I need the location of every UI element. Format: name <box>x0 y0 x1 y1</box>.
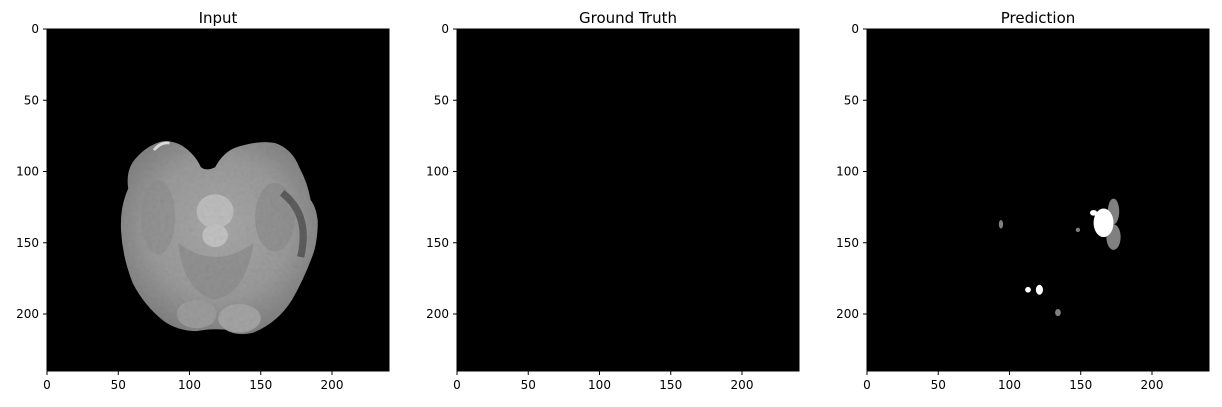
axes-frame <box>456 28 800 372</box>
y-tick-label: 200 <box>426 307 449 321</box>
y-tick-label: 150 <box>836 236 859 250</box>
brain-lobe-left <box>141 180 176 255</box>
panel-title: Prediction <box>1001 9 1076 27</box>
panel-2: Ground Truth 0 50 100 150 200 0 50 100 150 200 <box>426 9 800 392</box>
brain-cerebellum <box>178 242 254 300</box>
prediction-region-3 <box>1093 208 1114 238</box>
brain-occipital-right <box>218 304 261 333</box>
y-tick-label: 50 <box>434 93 449 107</box>
panel-title: Input <box>199 9 238 27</box>
prediction-region-7 <box>1025 286 1031 293</box>
brain-lobe-right <box>255 182 295 252</box>
x-tick-label: 0 <box>863 378 871 392</box>
y-tick-label: 100 <box>426 165 449 179</box>
x-tick-label: 50 <box>521 378 536 392</box>
prediction-region-4 <box>1090 209 1098 216</box>
brain-occipital-left <box>176 299 217 329</box>
y-tick-label: 200 <box>836 307 859 321</box>
image-content <box>120 141 318 335</box>
image-area <box>457 29 799 371</box>
prediction-region-5 <box>1075 227 1081 233</box>
brain-dark-region <box>279 190 307 258</box>
x-tick-label: 100 <box>998 378 1021 392</box>
y-tick-label: 200 <box>16 307 39 321</box>
image-area <box>867 29 1209 371</box>
axes-frame <box>866 28 1210 372</box>
axes-frame <box>46 28 390 372</box>
prediction-region-8 <box>1035 284 1043 295</box>
brain-pons <box>202 224 228 248</box>
x-tick-label: 0 <box>43 378 51 392</box>
y-tick-label: 100 <box>16 165 39 179</box>
image-content <box>998 198 1121 317</box>
panel-1: Input 0 50 100 150 200 0 50 100 150 200 <box>16 9 390 392</box>
y-tick-label: 0 <box>851 22 859 36</box>
y-tick-label: 100 <box>836 165 859 179</box>
brain-highlight <box>152 141 170 152</box>
x-tick-label: 150 <box>659 378 682 392</box>
x-tick-label: 0 <box>453 378 461 392</box>
y-tick-label: 50 <box>24 93 39 107</box>
y-tick-label: 50 <box>844 93 859 107</box>
y-tick-label: 0 <box>441 22 449 36</box>
x-tick-label: 200 <box>731 378 754 392</box>
x-tick-label: 100 <box>178 378 201 392</box>
x-tick-label: 50 <box>111 378 126 392</box>
x-tick-label: 200 <box>321 378 344 392</box>
y-tick-label: 150 <box>16 236 39 250</box>
x-tick-label: 150 <box>249 378 272 392</box>
x-tick-label: 100 <box>588 378 611 392</box>
y-tick-label: 150 <box>426 236 449 250</box>
x-tick-label: 150 <box>1069 378 1092 392</box>
prediction-region-9 <box>1055 309 1061 317</box>
y-tick-label: 0 <box>31 22 39 36</box>
panel-title: Ground Truth <box>579 9 677 27</box>
brain-slice <box>120 141 318 335</box>
brain-midbrain <box>196 194 234 229</box>
prediction-region-6 <box>998 219 1004 229</box>
panel-3: Prediction 0 50 100 150 200 0 50 100 150 200 <box>836 9 1210 392</box>
x-tick-label: 200 <box>1141 378 1164 392</box>
x-tick-label: 50 <box>931 378 946 392</box>
